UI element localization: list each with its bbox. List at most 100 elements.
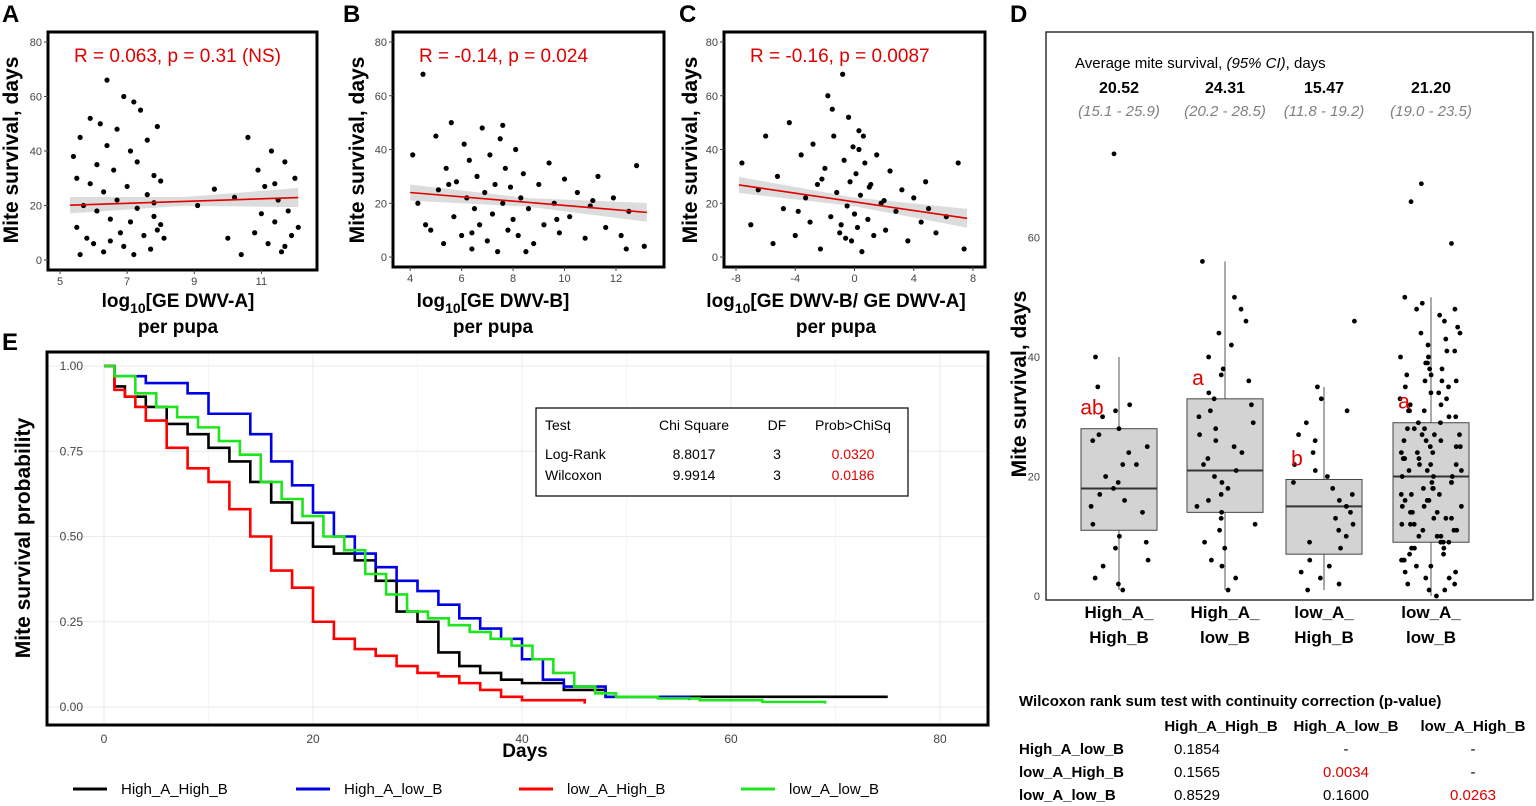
y-tick-label: 80 (30, 37, 42, 49)
stats-table: Test Chi Square DF Prob>ChiSq Log-Rank 8.8017… (535, 407, 909, 497)
data-point (1449, 241, 1454, 246)
data-point (1434, 533, 1440, 539)
data-point (148, 246, 154, 252)
group-mean: 15.47 (1304, 80, 1344, 97)
data-point (1200, 259, 1205, 264)
data-point (1423, 575, 1429, 581)
legend-label: low_A_High_B (567, 781, 665, 798)
data-point (1194, 503, 1200, 509)
data-point (87, 181, 93, 187)
data-point (1452, 306, 1458, 312)
x-label-quantity: [GE DWV-A] (146, 291, 255, 312)
data-point (1453, 569, 1458, 575)
data-point (505, 227, 511, 233)
data-point (144, 137, 150, 143)
data-point (1218, 492, 1224, 497)
stats-table-frame (535, 407, 909, 497)
wilcoxon-title: Wilcoxon rank sum test with continuity c… (1019, 693, 1441, 710)
data-point (94, 208, 100, 214)
y-tick-label: 0 (712, 252, 718, 264)
data-point (1217, 527, 1222, 533)
data-point (114, 197, 120, 203)
data-point (1145, 557, 1151, 563)
data-point (292, 175, 298, 181)
data-point (1446, 539, 1452, 545)
data-point (420, 71, 426, 77)
data-point (1398, 492, 1404, 497)
wilcoxon-cell: 0.1854 (1174, 741, 1220, 758)
data-point (1432, 432, 1437, 438)
wilcoxon-row-label: low_A_low_B (1019, 787, 1116, 804)
x-axis-label-line2: per pupa (796, 317, 877, 338)
table-header: Test (545, 417, 571, 433)
panel-a: A 5 7 9 11 0 20 40 60 80 R = 0.063, p = 0.31 (NS) M… (0, 1, 319, 338)
data-point (1452, 348, 1458, 354)
data-point (1410, 509, 1415, 515)
data-point (623, 246, 629, 252)
data-point (554, 216, 560, 222)
data-point (525, 206, 532, 212)
data-point (1093, 354, 1098, 360)
data-point (278, 249, 285, 255)
data-point (461, 141, 467, 147)
data-point (1206, 498, 1211, 503)
data-point (841, 157, 847, 163)
data-point (1417, 462, 1422, 467)
data-point (531, 240, 537, 247)
data-point (469, 230, 475, 236)
data-point (536, 181, 542, 188)
group-label-line2: High_B (1294, 628, 1354, 647)
data-point (1419, 432, 1425, 438)
legend-label: High_A_High_B (121, 781, 228, 798)
data-point (295, 224, 301, 230)
data-point (1348, 509, 1353, 515)
y-tick-label: 60 (375, 91, 387, 103)
data-point (1406, 468, 1412, 473)
data-point (1113, 408, 1118, 414)
data-point (510, 216, 516, 222)
data-point (459, 232, 465, 239)
data-point (955, 160, 961, 166)
data-point (1116, 533, 1122, 539)
wilcoxon-col-header: High_A_low_B (1293, 718, 1398, 735)
data-point (1426, 498, 1432, 503)
data-point (104, 142, 110, 149)
x-label-quantity: [GE DWV-B/ GE DWV-A] (750, 291, 965, 312)
data-point (1206, 390, 1212, 396)
data-point (1218, 372, 1224, 378)
wilcoxon-cell: 0.1565 (1174, 764, 1220, 781)
data-point (828, 214, 834, 220)
data-point (1408, 199, 1414, 205)
data-point (1312, 468, 1318, 473)
data-point (1404, 372, 1410, 378)
data-point (121, 93, 127, 100)
group-ci: (15.1 - 25.9) (1078, 103, 1160, 120)
data-point (1444, 348, 1450, 354)
x-tick-label: 6 (459, 273, 465, 285)
group-mean: 21.20 (1411, 80, 1451, 97)
panel-label-a: A (2, 1, 19, 28)
data-point (848, 238, 855, 244)
data-point (282, 159, 288, 165)
data-point (466, 157, 472, 163)
data-point (513, 146, 519, 153)
data-point (111, 167, 117, 173)
data-point (1225, 587, 1231, 593)
data-point (1196, 414, 1202, 420)
data-point (1444, 396, 1449, 402)
data-point (127, 148, 134, 154)
data-point (1439, 366, 1445, 372)
stat-annotation: R = -0.16, p = 0.0087 (750, 46, 930, 67)
panel-d: D Average mite survival, (95% CI), days 0 2… (1008, 1, 1534, 647)
table-header: Prob>ChiSq (815, 417, 891, 433)
data-point (435, 187, 442, 193)
wilcoxon-cell: - (1471, 764, 1476, 781)
data-point (850, 144, 856, 150)
y-axis-label: Mite survival, days (0, 57, 23, 244)
data-point (1144, 444, 1150, 450)
data-point (282, 243, 288, 249)
data-point (231, 194, 238, 200)
x-tick-label: 60 (724, 732, 738, 746)
data-point (1428, 390, 1434, 396)
data-point (479, 125, 485, 131)
